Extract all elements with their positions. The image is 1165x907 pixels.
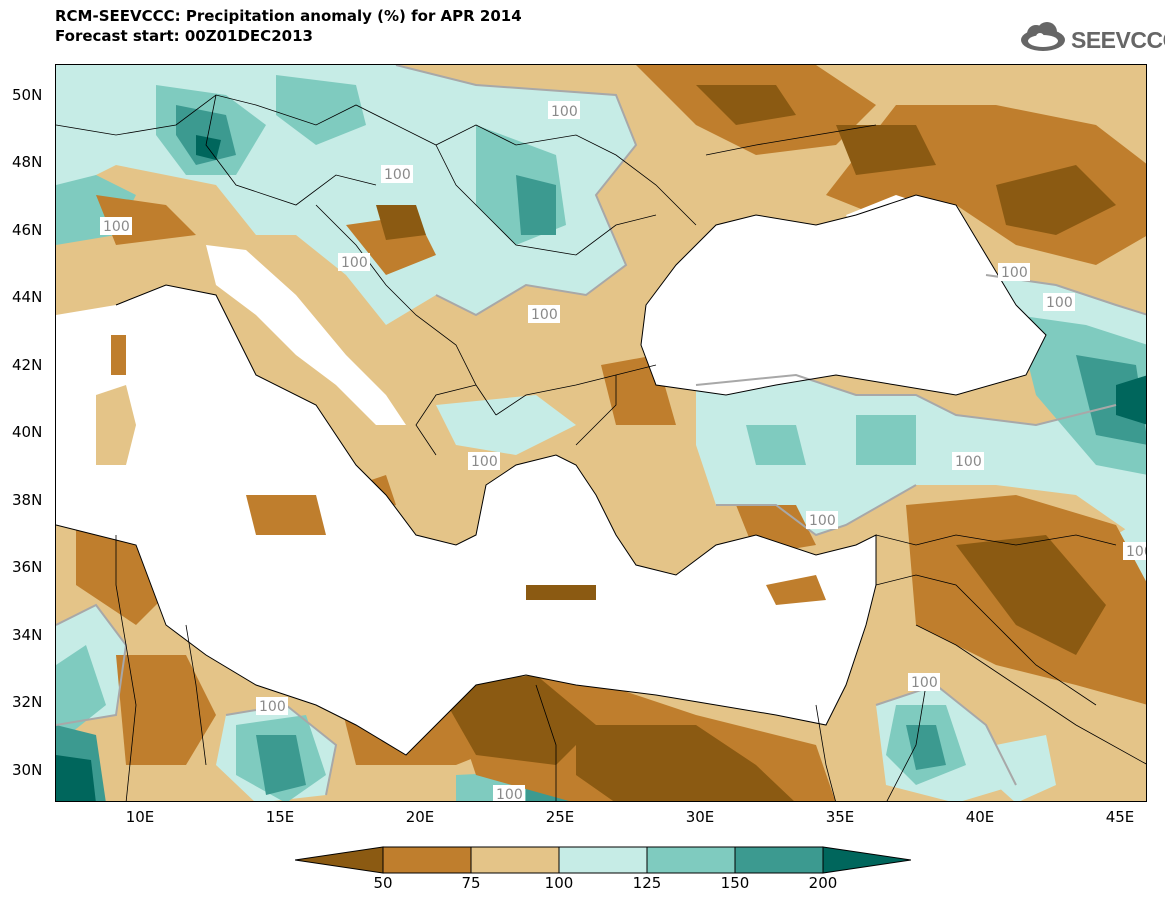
colorbar-segment-75-100: [470, 846, 560, 874]
contour-label-100: 100: [384, 167, 411, 183]
lat-label-44n: 44N: [12, 288, 43, 306]
lat-label-46n: 46N: [12, 221, 43, 239]
lat-label-34n: 34N: [12, 626, 43, 644]
colorbar-label-200: 200: [808, 874, 838, 892]
lon-label-35e: 35E: [825, 808, 855, 826]
colorbar-label-75: 75: [461, 874, 481, 892]
lon-label-45e: 45E: [1105, 808, 1135, 826]
contour-label-100: 100: [809, 513, 836, 529]
lat-label-50n: 50N: [12, 86, 43, 104]
contour-label-100: 100: [259, 699, 286, 715]
contour-label-100: 100: [955, 454, 982, 470]
lon-label-40e: 40E: [965, 808, 995, 826]
logo-text: SEEVCCC: [1071, 27, 1165, 53]
colorbar-segment-50-75: [382, 846, 472, 874]
contour-label-100: 100: [551, 104, 578, 120]
coastlines: [56, 194, 1047, 756]
lat-label-38n: 38N: [12, 491, 43, 509]
lon-label-25e: 25E: [545, 808, 575, 826]
lat-label-48n: 48N: [12, 153, 43, 171]
contour-labels: 100 100 100 100 100 100 100 100 100 100 …: [100, 101, 1147, 802]
contour-label-100: 100: [496, 787, 523, 802]
colorbar: [295, 846, 911, 874]
contour-label-100: 100: [103, 219, 130, 235]
map-title: RCM-SEEVCCC: Precipitation anomaly (%) f…: [55, 7, 522, 25]
colorbar-segment-below-50: [295, 846, 384, 874]
lon-label-10e: 10E: [125, 808, 155, 826]
lat-label-42n: 42N: [12, 356, 43, 374]
lat-label-40n: 40N: [12, 423, 43, 441]
contour-label-100: 100: [341, 255, 368, 271]
contour-label-100: 100: [531, 307, 558, 323]
map-canvas: 100 100 100 100 100 100 100 100 100 100 …: [56, 65, 1147, 802]
anomaly-fill-below-50: [376, 85, 1116, 801]
lat-label-30n: 30N: [12, 761, 43, 779]
contour-label-100: 100: [1126, 544, 1147, 560]
colorbar-segment-125-150: [646, 846, 736, 874]
lon-label-30e: 30E: [685, 808, 715, 826]
colorbar-label-50: 50: [373, 874, 393, 892]
contour-label-100: 100: [1001, 265, 1028, 281]
contour-label-100: 100: [1046, 295, 1073, 311]
lon-label-20e: 20E: [405, 808, 435, 826]
colorbar-label-150: 150: [720, 874, 750, 892]
anomaly-map[interactable]: 100 100 100 100 100 100 100 100 100 100 …: [55, 64, 1147, 802]
cloud-icon: [1021, 22, 1065, 51]
lon-label-15e: 15E: [265, 808, 295, 826]
sea-areas: [56, 195, 1046, 755]
islands: [96, 335, 846, 605]
seevccc-logo: SEEVCCC: [1016, 20, 1165, 60]
colorbar-label-100: 100: [544, 874, 574, 892]
forecast-start-subtitle: Forecast start: 00Z01DEC2013: [55, 27, 313, 45]
colorbar-segment-above-200: [822, 846, 911, 874]
anomaly-fill-above-200: [56, 135, 1146, 801]
contour-label-100: 100: [911, 675, 938, 691]
colorbar-segment-150-200: [734, 846, 824, 874]
colorbar-segment-100-125: [558, 846, 648, 874]
lat-label-32n: 32N: [12, 693, 43, 711]
contour-label-100: 100: [471, 454, 498, 470]
colorbar-label-125: 125: [632, 874, 662, 892]
country-borders: [56, 94, 1146, 801]
lat-label-36n: 36N: [12, 558, 43, 576]
